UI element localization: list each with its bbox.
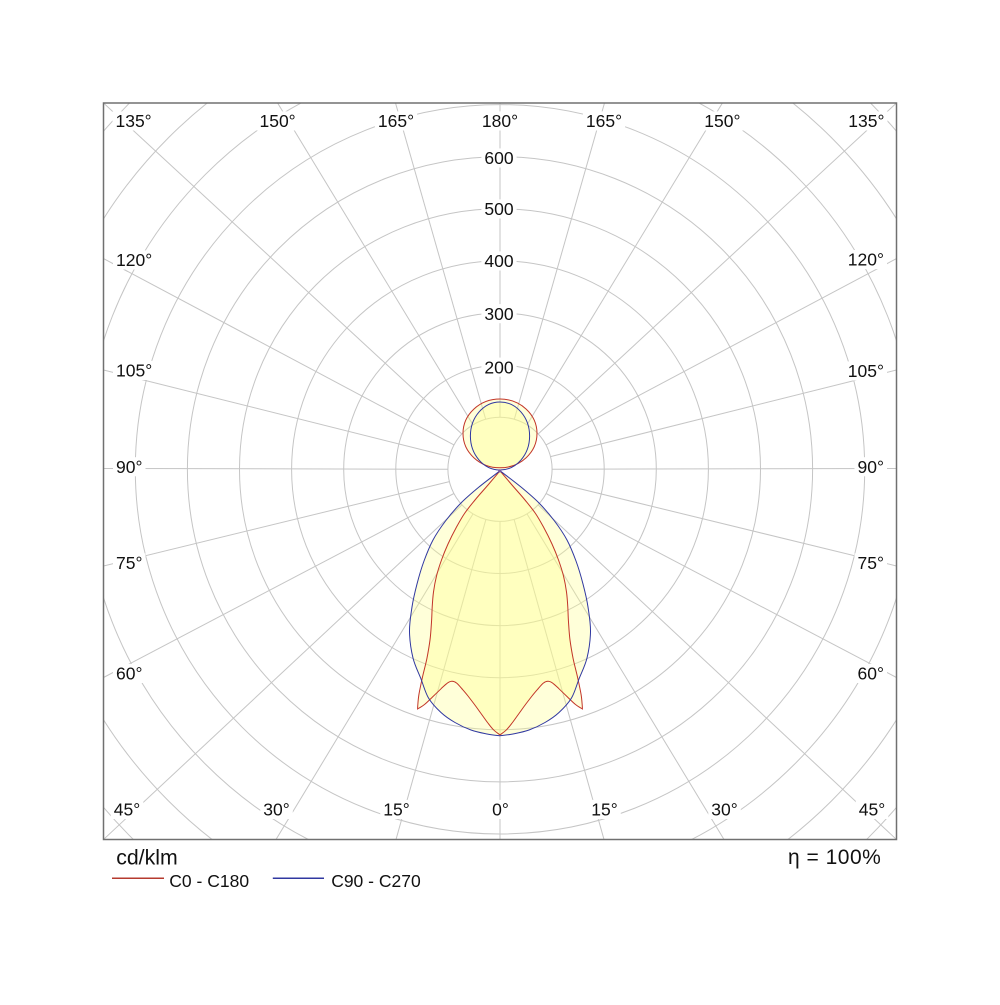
- svg-text:90°: 90°: [116, 457, 142, 477]
- svg-text:135°: 135°: [848, 111, 884, 131]
- svg-text:75°: 75°: [858, 553, 884, 573]
- svg-text:120°: 120°: [116, 250, 152, 270]
- svg-text:165°: 165°: [378, 111, 414, 131]
- svg-text:105°: 105°: [116, 361, 152, 381]
- svg-text:30°: 30°: [711, 800, 737, 820]
- svg-text:η = 100%: η = 100%: [788, 846, 881, 869]
- svg-text:15°: 15°: [591, 800, 617, 820]
- svg-text:180°: 180°: [482, 111, 518, 131]
- svg-text:15°: 15°: [383, 800, 409, 820]
- svg-text:400: 400: [484, 251, 513, 271]
- svg-text:90°: 90°: [858, 457, 884, 477]
- svg-text:300: 300: [484, 304, 513, 324]
- svg-text:500: 500: [484, 199, 513, 219]
- svg-text:150°: 150°: [259, 111, 295, 131]
- svg-text:C0 - C180: C0 - C180: [169, 871, 249, 891]
- svg-text:165°: 165°: [586, 111, 622, 131]
- svg-text:45°: 45°: [859, 800, 885, 820]
- svg-text:200: 200: [484, 357, 513, 377]
- svg-text:0°: 0°: [492, 800, 509, 820]
- svg-text:150°: 150°: [704, 111, 740, 131]
- svg-text:30°: 30°: [263, 800, 289, 820]
- svg-text:cd/klm: cd/klm: [116, 846, 178, 870]
- svg-text:45°: 45°: [114, 800, 140, 820]
- svg-text:60°: 60°: [116, 664, 142, 684]
- svg-text:C90 - C270: C90 - C270: [331, 871, 421, 891]
- svg-text:135°: 135°: [115, 111, 151, 131]
- svg-text:60°: 60°: [858, 664, 884, 684]
- svg-text:75°: 75°: [116, 553, 142, 573]
- svg-text:120°: 120°: [848, 250, 884, 270]
- svg-text:105°: 105°: [848, 361, 884, 381]
- svg-text:600: 600: [484, 148, 513, 168]
